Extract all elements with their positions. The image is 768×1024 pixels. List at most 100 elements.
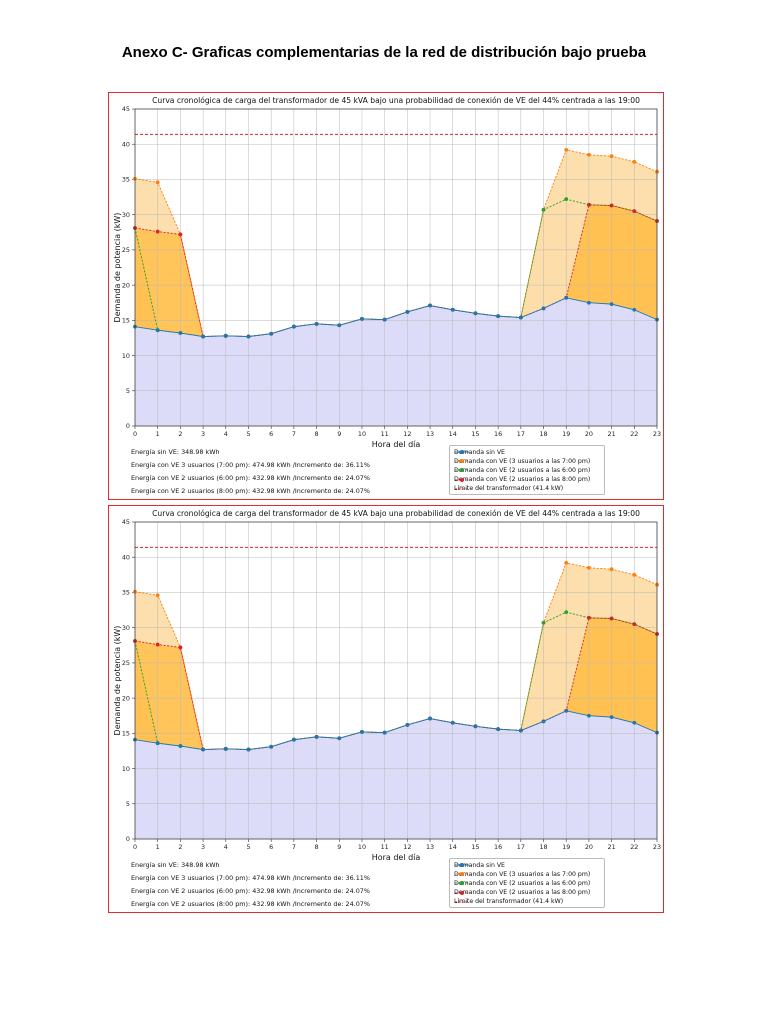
x-tick-label: 14 — [449, 843, 457, 851]
x-tick-label: 18 — [539, 843, 547, 851]
legend-swatch-marker — [460, 872, 464, 877]
data-point-sin-ve — [632, 307, 637, 312]
data-point-sin-ve — [337, 736, 342, 741]
y-tick-label: 5 — [126, 387, 130, 395]
data-point-sin-ve — [223, 333, 228, 338]
legend-swatch-marker — [460, 863, 464, 867]
data-point-sin-ve — [428, 303, 432, 308]
x-tick-label: 23 — [653, 430, 661, 438]
x-tick-label: 7 — [292, 430, 296, 438]
y-tick-label: 10 — [122, 765, 130, 773]
x-tick-label: 1 — [156, 843, 160, 851]
x-tick-label: 5 — [246, 430, 250, 438]
series-line-sin-ve — [134, 297, 658, 337]
legend-swatch — [455, 459, 469, 464]
data-point-ve2-18 — [564, 197, 569, 202]
legend-label: Demanda sin VE — [454, 861, 505, 869]
data-point-sin-ve — [450, 307, 455, 312]
y-tick-label: 0 — [126, 422, 130, 430]
data-point-sin-ve — [178, 744, 183, 748]
area-fill-sin-ve — [135, 297, 657, 426]
data-point-ve2-20 — [587, 202, 591, 207]
legend-swatch — [455, 872, 469, 877]
legend-item: Límite del transformador (41.4 kW) — [454, 898, 563, 906]
legend-swatch-marker — [460, 468, 464, 473]
plot-frame — [134, 521, 658, 840]
data-point-ve2-20 — [178, 232, 183, 237]
legend-swatch — [455, 450, 469, 454]
x-tick-label: 11 — [381, 430, 389, 438]
x-tick-label: 15 — [471, 843, 479, 851]
x-tick-label: 21 — [608, 843, 616, 851]
legend-item: Demanda con VE (2 usuarios a las 8:00 pm… — [454, 889, 590, 897]
x-tick-label: 2 — [178, 843, 182, 851]
legend-label: Límite del transformador (41.4 kW) — [454, 898, 564, 906]
x-tick-label: 2 — [178, 430, 182, 438]
x-tick-label: 21 — [608, 430, 616, 438]
data-point-sin-ve — [291, 737, 296, 742]
legend-swatch-marker — [460, 450, 464, 454]
data-point-ve3 — [609, 154, 614, 159]
data-point-sin-ve — [541, 306, 546, 311]
y-tick-label: 25 — [122, 659, 130, 667]
x-tick-label: 9 — [337, 843, 341, 851]
legend-swatch — [455, 488, 469, 490]
data-point-ve3 — [155, 180, 160, 185]
chart-legend: Demanda sin VE Demanda con VE (3 usuarios… — [449, 858, 605, 908]
y-tick-label: 10 — [122, 352, 130, 360]
data-point-sin-ve — [223, 746, 228, 751]
data-point-sin-ve — [473, 724, 478, 729]
data-point-ve3 — [564, 147, 569, 152]
data-point-ve2-20 — [155, 229, 160, 234]
x-tick-label: 14 — [449, 430, 457, 438]
energy-line: Energía sin VE: 348.98 kWh — [131, 861, 220, 869]
area-fill-ve2-20 — [135, 204, 657, 337]
energy-line: Energía con VE 2 usuarios (8:00 pm): 432… — [131, 487, 370, 495]
data-point-ve2-20 — [632, 209, 637, 214]
data-point-ve3 — [632, 572, 637, 577]
data-point-sin-ve — [360, 317, 364, 321]
data-point-sin-ve — [450, 720, 455, 725]
legend-label: Demanda con VE (3 usuarios a las 7:00 pm… — [454, 457, 591, 465]
y-axis-label: Demanda de potencia (kW) — [113, 626, 122, 736]
data-point-sin-ve — [155, 328, 160, 333]
x-axis-label: Hora del día — [372, 440, 421, 449]
legend-item: Demanda con VE (3 usuarios a las 7:00 pm… — [454, 870, 590, 878]
x-axis-label: Hora del día — [372, 853, 421, 862]
data-point-ve3 — [609, 567, 614, 572]
y-tick-label: 30 — [122, 624, 130, 632]
data-point-sin-ve — [382, 730, 387, 735]
legend-item: Demanda con VE (2 usuarios a las 6:00 pm… — [454, 466, 590, 474]
series-line-sin-ve — [134, 710, 658, 750]
x-tick-label: 11 — [381, 843, 389, 851]
legend-label: Demanda con VE (3 usuarios a las 7:00 pm… — [454, 870, 591, 878]
energy-line: Energía con VE 2 usuarios (6:00 pm): 432… — [131, 474, 370, 482]
chart-legend: Demanda sin VE Demanda con VE (3 usuarios… — [449, 445, 605, 495]
chart-svg: Curva cronológica de carga del transform… — [113, 509, 661, 862]
legend-label: Demanda sin VE — [454, 448, 505, 456]
area-fill-ve2-18 — [135, 612, 657, 750]
data-point-sin-ve — [337, 323, 342, 328]
chart-svg: Curva cronológica de carga del transform… — [113, 96, 661, 449]
y-tick-label: 25 — [122, 246, 130, 254]
legend-item: Demanda sin VE — [454, 861, 505, 869]
x-tick-label: 6 — [269, 430, 273, 438]
data-point-ve2-18 — [564, 610, 569, 615]
area-fill-ve3 — [135, 149, 657, 337]
x-tick-label: 13 — [426, 430, 434, 438]
data-point-sin-ve — [201, 747, 205, 752]
y-tick-label: 15 — [122, 730, 130, 738]
area-fill-ve2-18 — [135, 199, 657, 337]
legend-item: Demanda con VE (3 usuarios a las 7:00 pm… — [454, 457, 590, 465]
legend-swatch — [455, 890, 469, 895]
x-tick-label: 13 — [426, 843, 434, 851]
plot-frame — [134, 108, 658, 427]
chart-title: Curva cronológica de carga del transform… — [152, 509, 640, 518]
x-tick-label: 8 — [315, 843, 319, 851]
x-tick-label: 3 — [201, 430, 205, 438]
data-point-sin-ve — [269, 744, 274, 749]
data-point-sin-ve — [564, 295, 569, 300]
x-tick-label: 4 — [224, 843, 228, 851]
energy-line: Energía sin VE: 348.98 kWh — [131, 448, 220, 456]
data-point-ve2-18 — [541, 207, 546, 212]
